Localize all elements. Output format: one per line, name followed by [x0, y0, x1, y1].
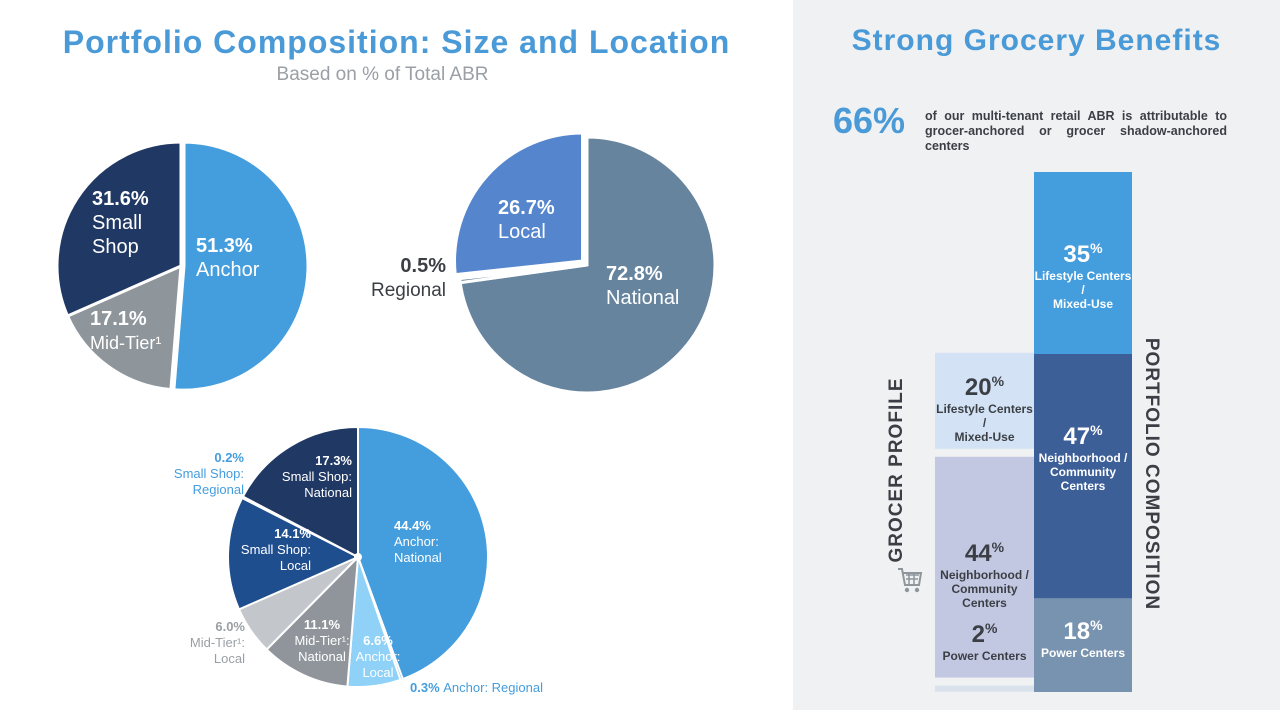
bar-portfolio-composition-power-centers [1034, 598, 1132, 692]
pie-slice-size-and-location-anchor-national [357, 425, 489, 681]
left-panel: Portfolio Composition: Size and Location… [55, 24, 731, 695]
pie-slice-size-and-location-small-shop-local [227, 496, 361, 611]
grocer-stat-value: 66% [833, 100, 906, 141]
pie-slice-size-small-shop [55, 140, 183, 318]
data-label-location-regional: 0.5% Regional [371, 255, 446, 301]
grocer-profile-label: GROCER PROFILE [886, 377, 907, 563]
data-label-location-national: 72.8% National [606, 263, 679, 309]
data-label-small-shop-local: 14.1% Small Shop: Local [241, 526, 312, 573]
grocer-stat-text: of our multi-tenant retail ABR is attrib… [925, 109, 1227, 153]
page-title: Portfolio Composition: Size and Location [62, 24, 731, 60]
bar-label-portfolio-composition-power-centers: 18% Power Centers [1040, 617, 1126, 661]
pie-slice-size-and-location-small-shop-national [241, 425, 359, 559]
pie-slice-size-and-location-mid-tier-national [265, 554, 360, 688]
bar-portfolio-composition-lifestyle-centers-mixed-use [1034, 172, 1132, 354]
data-label-size-small-shop: 31.6% Small Shop [92, 188, 149, 258]
data-label-small-shop-national: 17.3% Small Shop: National [282, 453, 353, 500]
comparison-bars [935, 172, 1132, 692]
right-panel: Strong Grocery Benefits 66% of our multi… [793, 0, 1280, 710]
pie-slice-location-regional [458, 263, 588, 285]
bar-label-grocer-profile-lifestyle-centers-mixed-use: 20% Lifestyle Centers / Mixed-Use [936, 372, 1033, 444]
data-label-anchor-national: 44.4% Anchor: National [394, 518, 442, 565]
bar-grocer-profile-power-centers [935, 685, 1034, 692]
pie-slice-location-local [453, 131, 585, 277]
page-subtitle: Based on % of Total ABR [276, 64, 489, 85]
bar-label-portfolio-composition-neighborhood-community-centers: 47% Neighborhood / Community Centers [1038, 422, 1128, 493]
bar-grocer-profile-lifestyle-centers-mixed-use [935, 352, 1034, 449]
pie-charts: 51.3% Anchor 17.1% Mid-Tier¹ 31.6% Small Shop 7… [55, 131, 717, 695]
data-label-anchor-local: 6.6% Anchor: Local [356, 633, 401, 680]
portfolio-composition-label: PORTFOLIO COMPOSITION [1141, 337, 1162, 611]
bar-label-portfolio-composition-lifestyle-centers-mixed-use: 35% Lifestyle Centers / Mixed-Use [1034, 240, 1132, 311]
shopping-cart-icon [898, 568, 923, 593]
data-label-location-local: 26.7% Local [498, 197, 555, 243]
pie-slice-location-national [458, 135, 717, 395]
bar-label-grocer-profile-power-centers: 2% Power Centers [942, 619, 1027, 663]
data-label-mid-tier-local: 6.0% Mid-Tier¹: Local [190, 619, 246, 666]
bar-label-grocer-profile-neighborhood-community-centers: 44% Neighborhood / Community Centers [940, 539, 1029, 611]
data-label-size-mid-tier: 17.1% Mid-Tier¹ [90, 308, 161, 353]
bar-portfolio-composition-neighborhood-community-centers [1034, 354, 1132, 599]
data-label-size-anchor: 51.3% Anchor [196, 235, 260, 281]
pie-slice-size-anchor [172, 140, 310, 392]
data-label-mid-tier-national: 11.1% Mid-Tier¹: National [294, 617, 349, 664]
data-label-small-shop-regional: 0.2% Small Shop: Regional [174, 450, 245, 497]
bar-grocer-profile-neighborhood-community-centers [935, 456, 1034, 678]
pie-center-dot [354, 553, 362, 561]
benefits-title: Strong Grocery Benefits [851, 24, 1222, 57]
pie-slice-size-mid-tier [65, 263, 183, 392]
data-label-anchor-regional: 0.3% Anchor: Regional [410, 680, 543, 695]
